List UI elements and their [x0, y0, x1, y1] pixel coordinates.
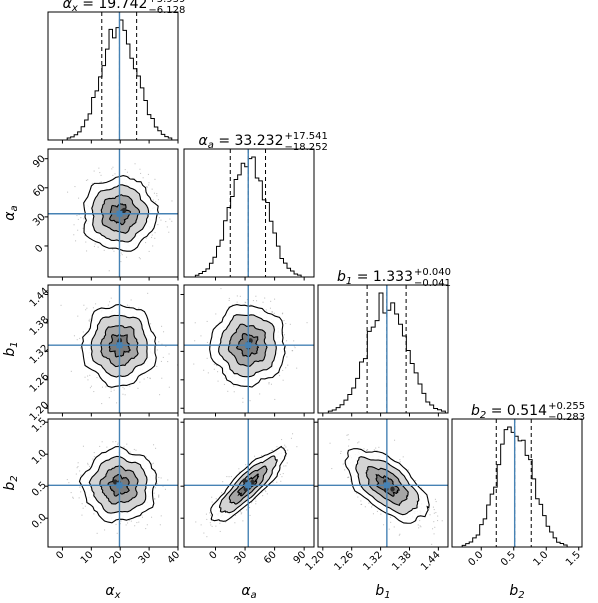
- ytick-label-alpha_a-3: 90: [31, 153, 48, 170]
- truth-marker: [116, 342, 123, 349]
- xtick-label-b_2-1: 0.5: [499, 549, 518, 568]
- title-b_1: b1 = 1.333 +0.040−0.041: [337, 267, 451, 289]
- svg-text:αa = 33.232: αa = 33.232: [199, 133, 284, 151]
- panel-frame: [183, 284, 315, 414]
- truth-marker: [383, 482, 390, 489]
- title-minus-alpha_x: −6.128: [148, 5, 185, 16]
- xaxis-label-b_2: b2: [509, 583, 524, 601]
- contour-core: [250, 479, 255, 485]
- title-minus-alpha_a: −18.252: [285, 142, 328, 153]
- truth-marker: [245, 342, 252, 349]
- contour-core: [390, 486, 395, 492]
- ytick-label-alpha_a-0: 0: [33, 243, 45, 255]
- xtick-label-alpha_x-4: 40: [165, 549, 182, 566]
- xtick-label-b_1-4: 1.44: [419, 549, 443, 573]
- xtick-label-b_1-0: 1.20: [304, 549, 328, 573]
- panel-b_2-vs-alpha_a: 0 30 60 90: [180, 418, 315, 566]
- panel-frame: [317, 284, 449, 414]
- xtick-label-b_1-3: 1.38: [390, 549, 414, 573]
- panel-b_1-vs-b_1: b1 = 1.333 +0.040−0.041: [317, 267, 451, 417]
- svg-text:b1 = 1.333: b1 = 1.333: [337, 269, 413, 287]
- xaxis-label-alpha_a: αa: [241, 583, 256, 601]
- xtick-label-b_1-2: 1.32: [361, 549, 385, 573]
- title-alpha_a: αa = 33.232 +17.541−18.252: [199, 131, 328, 153]
- contour-core: [112, 479, 118, 485]
- panel-b_1-vs-alpha_a: [180, 284, 315, 417]
- svg-text:b2 = 0.514: b2 = 0.514: [471, 403, 547, 421]
- xtick-label-alpha_a-2: 60: [262, 549, 279, 566]
- panel-frame: [183, 148, 315, 278]
- xtick-label-alpha_x-0: 0: [54, 549, 66, 561]
- truth-marker: [116, 482, 123, 489]
- ytick-label-alpha_a-1: 30: [31, 212, 48, 229]
- panel-frame: [47, 148, 179, 278]
- panel-b_1-vs-alpha_x: 1.201.261.321.381.44: [28, 284, 179, 423]
- ytick-label-b_2-0: 0.0: [30, 512, 49, 531]
- histogram-b_2: [452, 426, 582, 548]
- histogram-alpha_a: [184, 156, 314, 278]
- ytick-label-b_2-2: 1.0: [30, 448, 49, 467]
- xtick-label-b_2-0: 0.0: [466, 549, 485, 568]
- contour-core: [242, 478, 247, 484]
- histogram-alpha_x: [48, 19, 178, 141]
- panel-frame: [183, 418, 315, 548]
- yaxis-label-alpha_a: αa: [2, 205, 20, 220]
- xtick-label-b_2-2: 1.0: [531, 549, 550, 568]
- xtick-label-alpha_x-1: 10: [79, 549, 96, 566]
- xaxis-label-alpha_x: αx: [105, 583, 120, 601]
- panel-frame: [451, 418, 583, 548]
- truth-marker: [116, 210, 123, 217]
- title-plus-alpha_x: +5.939: [148, 0, 185, 5]
- title-plus-b_1: +0.040: [414, 267, 451, 278]
- panel-b_2-vs-b_2: b2 = 0.514 +0.255−0.283 0.0 0.5 1.0 1.5: [451, 401, 585, 568]
- xtick-label-alpha_x-2: 20: [108, 549, 125, 566]
- panel-frame: [317, 418, 449, 548]
- panel-frame: [47, 284, 179, 414]
- panel-alpha_a-vs-alpha_x: 0 30 60 90: [31, 148, 179, 281]
- title-minus-b_1: −0.041: [414, 278, 451, 289]
- panel-frame: [47, 418, 179, 548]
- xtick-label-alpha_a-0: 0: [207, 549, 219, 561]
- title-plus-b_2: +0.255: [548, 401, 585, 412]
- xaxis-label-b_1: b1: [375, 583, 390, 601]
- xtick-label-b_1-1: 1.26: [332, 549, 356, 573]
- panel-b_2-vs-alpha_x: 0 10 20 30 400.00.51.01.5: [30, 416, 182, 566]
- xtick-label-alpha_a-1: 30: [233, 549, 250, 566]
- yaxis-label-b_2: b2: [2, 475, 20, 490]
- title-b_2: b2 = 0.514 +0.255−0.283: [471, 401, 585, 423]
- yaxis-label-b_1: b1: [2, 341, 20, 356]
- histogram-b_1: [318, 292, 448, 414]
- ytick-label-b_2-1: 0.5: [30, 480, 49, 499]
- panel-alpha_x-vs-alpha_x: αx = 19.742+5.939−6.128: [47, 0, 186, 144]
- title-alpha_x: αx = 19.742+5.939−6.128: [63, 0, 186, 16]
- truth-marker: [245, 482, 252, 489]
- title-minus-b_2: −0.283: [548, 412, 585, 423]
- panel-b_2-vs-b_1: 1.20 1.26 1.32 1.38 1.44: [304, 418, 449, 573]
- xtick-label-b_2-3: 1.5: [564, 549, 583, 568]
- panel-frame: [47, 11, 179, 141]
- svg-text:αx = 19.742: αx = 19.742: [63, 0, 148, 14]
- ytick-label-alpha_a-2: 60: [31, 183, 48, 200]
- xtick-label-alpha_x-3: 30: [137, 549, 154, 566]
- title-plus-alpha_a: +17.541: [285, 131, 328, 142]
- panel-alpha_a-vs-alpha_a: αa = 33.232 +17.541−18.252: [183, 131, 328, 281]
